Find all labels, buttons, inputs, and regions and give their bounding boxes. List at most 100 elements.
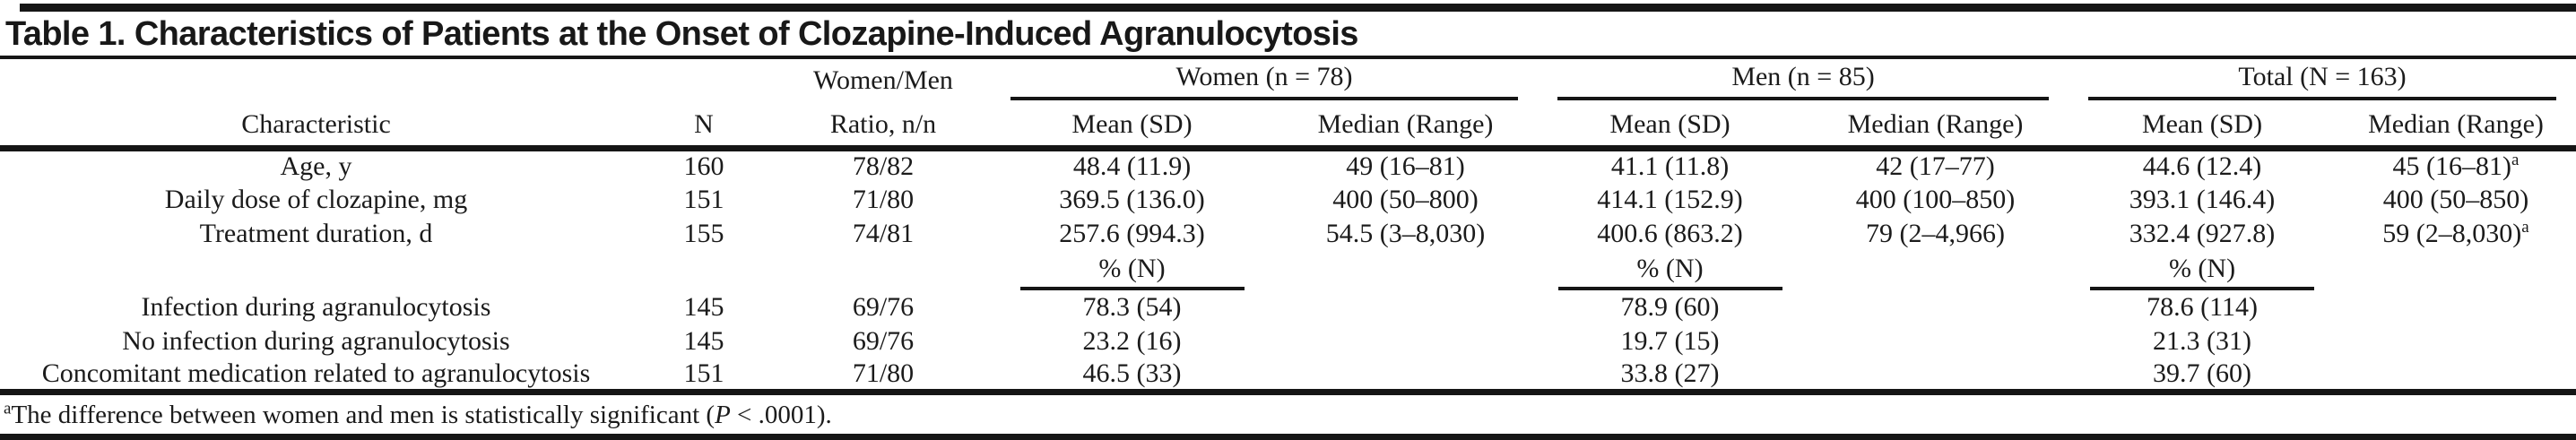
footnote-marker: a (2521, 217, 2529, 237)
table-title: Table 1. Characteristics of Patients at … (5, 15, 1358, 53)
value-cell (2336, 290, 2576, 324)
table-header: Women/Men Women (n = 78) Men (n = 85) To… (0, 59, 2576, 151)
table-row: Treatment duration, d 155 74/81 257.6 (994.… (0, 217, 2576, 251)
value-cell: 400 (50–800) (1332, 184, 1479, 214)
value-cell: 49 (16–81) (1346, 151, 1465, 182)
column-header-women-median: Median (Range) (1273, 100, 1538, 151)
characteristic-cell: Concomitant medication related to agranu… (41, 358, 591, 388)
empty-cell (2336, 251, 2576, 290)
title-underline-rule (0, 56, 2576, 59)
value-cell: 46.5 (33) (1082, 358, 1182, 388)
value-cell: 45 (16–81)a (2392, 151, 2520, 182)
column-header-total-median: Median (Range) (2336, 100, 2576, 151)
value-cell: 155 (683, 218, 724, 248)
value-cell: 33.8 (27) (1620, 358, 1720, 388)
footnote-rest: < .0001). (730, 401, 832, 429)
value-cell (1802, 290, 2069, 324)
empty-cell (632, 251, 776, 290)
value-cell (2336, 358, 2576, 393)
numeric-rows-section: Age, y 160 78/82 48.4 (11.9) 49 (16–81) 41.1 … (0, 149, 2576, 251)
column-header-total-mean: Mean (SD) (2069, 100, 2337, 151)
value-cell: 59 (2–8,030)a (2382, 217, 2529, 248)
top-rule (20, 4, 2576, 12)
value-cell: 151 (683, 358, 724, 388)
footnote-marker: a (4, 399, 12, 418)
empty-cell (1802, 251, 2069, 290)
group-header-row: Women/Men Women (n = 78) Men (n = 85) To… (0, 59, 2576, 100)
footnote-marker: a (2511, 151, 2520, 170)
men-group-header: Men (n = 85) (1538, 59, 2069, 100)
value-cell: 145 (683, 291, 724, 322)
characteristic-cell: Infection during agranulocytosis (141, 291, 491, 322)
percent-header-row: % (N) % (N) % (N) (0, 251, 2576, 290)
value-cell: 69/76 (852, 291, 915, 322)
value-cell: 400 (100–850) (1855, 184, 2016, 214)
percent-n-header-women: % (N) (991, 251, 1273, 290)
value-cell: 71/80 (852, 184, 915, 214)
value-cell: 42 (17–77) (1876, 151, 1995, 182)
table-row: Age, y 160 78/82 48.4 (11.9) 49 (16–81) 41.1 … (0, 149, 2576, 183)
column-header-women-mean: Mean (SD) (991, 100, 1273, 151)
patients-characteristics-table: Women/Men Women (n = 78) Men (n = 85) To… (0, 59, 2576, 395)
characteristic-cell: Age, y (280, 151, 352, 182)
value-cell: 400 (50–850) (2382, 184, 2529, 214)
value-cell: 151 (683, 184, 724, 214)
value-cell (1802, 324, 2069, 358)
value-cell: 71/80 (852, 358, 915, 388)
value-cell: 393.1 (146.4) (2129, 184, 2276, 214)
value-cell: 54.5 (3–8,030) (1325, 218, 1486, 248)
total-group-header: Total (N = 163) (2069, 59, 2576, 100)
footnote-p-italic: P (715, 401, 731, 429)
value-cell: 44.6 (12.4) (2142, 151, 2262, 182)
value-cell: 21.3 (31) (2153, 325, 2251, 356)
value-cell: 41.1 (11.8) (1610, 151, 1730, 182)
value-cell (1273, 358, 1538, 393)
value-cell (1802, 358, 2069, 393)
value-cell: 48.4 (11.9) (1072, 151, 1192, 182)
table-row: No infection during agranulocytosis 145 69… (0, 324, 2576, 358)
table-row: Concomitant medication related to agranu… (0, 358, 2576, 393)
percent-header-section: % (N) % (N) % (N) (0, 251, 2576, 290)
column-header-men-median: Median (Range) (1802, 100, 2069, 151)
value-cell: 78.9 (60) (1620, 291, 1720, 322)
footnote-text: The difference between women and men is … (11, 401, 716, 429)
percent-rows-section: Infection during agranulocytosis 145 69/76… (0, 290, 2576, 393)
bottom-rule (0, 434, 2576, 440)
characteristic-cell: Treatment duration, d (199, 218, 433, 248)
women-group-header: Women (n = 78) (991, 59, 1538, 100)
value-cell: 78.3 (54) (1082, 291, 1182, 322)
column-header-ratio: Ratio, n/n (776, 100, 991, 151)
value-cell: 332.4 (927.8) (2129, 218, 2276, 248)
empty-header-cell (632, 59, 776, 100)
empty-cell (776, 251, 991, 290)
characteristic-cell: No infection during agranulocytosis (122, 325, 510, 356)
value-cell: 74/81 (852, 218, 915, 248)
value-cell: 23.2 (16) (1082, 325, 1182, 356)
value-cell: 145 (683, 325, 724, 356)
value-cell (2336, 324, 2576, 358)
value-cell: 369.5 (136.0) (1059, 184, 1205, 214)
value-cell: 78.6 (114) (2147, 291, 2258, 322)
empty-cell (0, 251, 632, 290)
table-footnote: aThe difference between women and men is… (4, 399, 2576, 429)
value-cell (1273, 324, 1538, 358)
percent-n-header-men: % (N) (1538, 251, 1802, 290)
value-cell: 414.1 (152.9) (1597, 184, 1743, 214)
value-cell: 19.7 (15) (1620, 325, 1720, 356)
value-cell: 400.6 (863.2) (1597, 218, 1743, 248)
value-cell: 78/82 (852, 151, 915, 182)
characteristic-cell: Daily dose of clozapine, mg (164, 184, 468, 214)
column-header-men-mean: Mean (SD) (1538, 100, 1802, 151)
value-cell: 39.7 (60) (2153, 358, 2251, 388)
percent-n-header-total: % (N) (2069, 251, 2336, 290)
column-header-n: N (632, 100, 776, 151)
table-row: Infection during agranulocytosis 145 69/76… (0, 290, 2576, 324)
empty-header-cell (0, 59, 632, 100)
value-cell: 257.6 (994.3) (1059, 218, 1205, 248)
empty-cell (1273, 251, 1538, 290)
value-cell (1273, 290, 1538, 324)
value-cell: 79 (2–4,966) (1866, 218, 2005, 248)
ratio-header-top: Women/Men (813, 65, 953, 95)
value-cell: 160 (683, 151, 724, 182)
